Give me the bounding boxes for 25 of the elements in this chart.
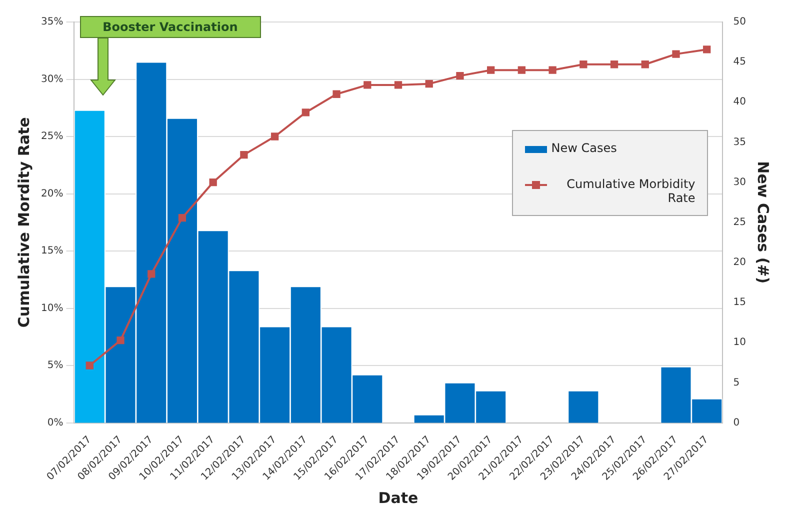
y-tick-label: 25%: [40, 131, 64, 142]
y2-tick-label: 10: [733, 337, 746, 348]
y-tick-label: 30%: [40, 74, 64, 85]
y2-tick-label: 5: [733, 377, 740, 388]
y2-tick-label: 0: [733, 417, 740, 428]
y2-tick-label: 15: [733, 297, 746, 308]
y2-tick-label: 30: [733, 176, 746, 188]
y-tick-label: 15%: [40, 246, 64, 257]
legend-label: New Cases: [551, 141, 617, 156]
y-tick-label: 10%: [40, 302, 64, 314]
y2-tick-label: 35: [733, 136, 746, 148]
y2-tick-label: 25: [733, 216, 746, 228]
y2-axis-title: New Cases (#): [754, 161, 772, 284]
y-tick-label: 0%: [47, 417, 64, 428]
y2-tick-label: 20: [733, 257, 746, 268]
callout-box: Booster Vaccination: [80, 16, 261, 38]
y2-tick-label: 40: [733, 96, 746, 108]
legend-label: Cumulative Morbidity Rate: [566, 177, 696, 206]
y-tick-label: 35%: [40, 16, 64, 28]
x-axis-title: Date: [378, 488, 418, 507]
y-tick-label: 5%: [47, 360, 64, 372]
y2-tick-label: 45: [733, 56, 746, 68]
y2-tick-label: 50: [733, 16, 746, 28]
y-axis-title: Cumulative Mordity Rate: [14, 117, 33, 328]
y-tick-label: 20%: [40, 188, 64, 200]
